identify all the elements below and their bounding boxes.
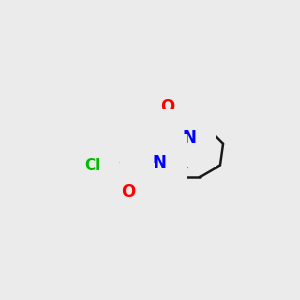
Text: N: N <box>153 154 167 172</box>
Text: N: N <box>182 129 196 147</box>
Text: O: O <box>121 183 136 201</box>
Text: Cl: Cl <box>84 158 100 173</box>
Text: O: O <box>160 98 175 116</box>
